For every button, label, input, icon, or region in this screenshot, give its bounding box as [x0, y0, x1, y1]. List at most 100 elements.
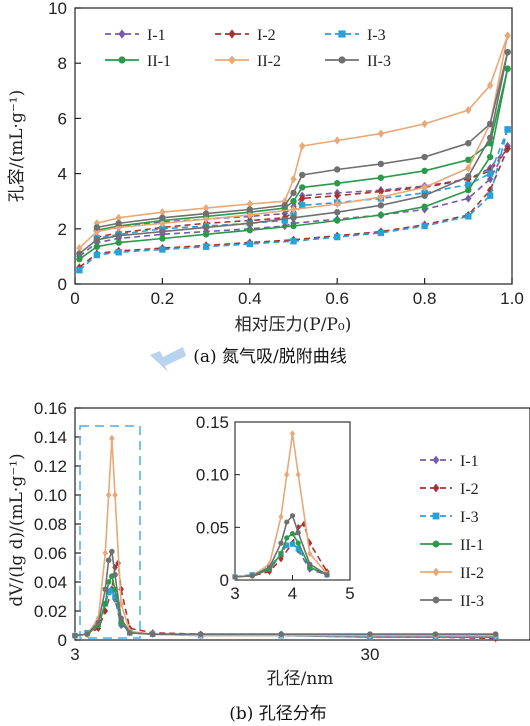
data-point	[377, 202, 385, 209]
data-point	[421, 222, 428, 230]
data-point	[278, 631, 284, 637]
data-point	[290, 198, 297, 205]
panel-b-ytick-label: 0.06	[34, 544, 67, 563]
data-point	[197, 631, 204, 637]
data-point	[149, 631, 156, 637]
data-point	[112, 593, 118, 600]
panel-b-ytick-label: 0.12	[34, 457, 67, 476]
panel-a-xtick-label: 0.4	[238, 289, 262, 308]
panel-a-ytick-label: 0	[58, 275, 67, 294]
panel-a-ytick-label: 10	[48, 0, 67, 18]
inset-series-ii-3	[232, 513, 330, 580]
data-point	[504, 65, 511, 72]
data-point	[109, 434, 115, 443]
data-point	[246, 240, 253, 248]
data-point	[324, 572, 330, 578]
data-point	[290, 222, 297, 230]
data-point	[115, 220, 122, 227]
data-point	[112, 491, 118, 499]
legend-entry-i-3: I-3	[325, 27, 386, 44]
series-ii-3	[76, 48, 511, 257]
data-point	[246, 210, 253, 220]
data-point	[299, 171, 306, 179]
data-point	[105, 579, 112, 585]
highlight-box	[79, 425, 141, 639]
data-point	[290, 205, 297, 214]
data-point	[278, 513, 284, 521]
panel-a-xtick-label: 0.8	[413, 289, 437, 308]
data-point	[289, 430, 296, 437]
legend-label: II-1	[460, 537, 484, 554]
data-point	[290, 238, 297, 245]
panel-a-ytick-label: 2	[58, 220, 67, 239]
panel-b-caption: (b) 孔径分布	[229, 704, 327, 724]
pore-legend-entry-i-3: I-3	[420, 509, 479, 526]
data-point	[290, 189, 297, 197]
data-point	[126, 629, 133, 636]
legend-label: I-3	[460, 509, 479, 526]
pore-line	[74, 589, 496, 638]
desorption-line	[96, 148, 509, 238]
data-point	[377, 129, 385, 138]
panel-b-ytick-label: 0	[58, 631, 67, 650]
data-point	[334, 191, 341, 200]
data-point	[486, 192, 494, 199]
data-point	[465, 186, 472, 194]
data-point	[290, 214, 297, 221]
pore-legend-entry-ii-3: II-3	[420, 593, 484, 610]
data-point	[465, 140, 472, 147]
panel-b-ytick-label: 0.14	[34, 428, 67, 447]
legend-label: I-3	[367, 27, 386, 44]
legend-entry-ii-3: II-3	[325, 53, 391, 70]
pore-series-ii-1	[72, 573, 499, 639]
data-point	[278, 555, 284, 563]
data-point	[486, 120, 494, 128]
legend-marker	[338, 30, 346, 38]
legend-marker	[432, 483, 440, 493]
legend-label: I-1	[147, 27, 166, 44]
data-point	[504, 144, 511, 153]
data-point	[232, 574, 238, 580]
data-point	[159, 246, 166, 253]
data-point	[334, 199, 341, 209]
data-point	[72, 632, 78, 639]
panel-a-caption: (a) 氮气吸/脱附曲线	[193, 347, 347, 367]
inset-series	[232, 430, 330, 581]
data-point	[278, 540, 284, 546]
desorption-line	[96, 52, 509, 229]
panel-a-ylabel: 孔容/(mL·g⁻¹)	[7, 90, 27, 202]
panel-a-ticks: 0 0.2 0.4 0.6 0.8 1.0 0 2 4 6 8 10	[48, 0, 524, 308]
panel-b-ytick-label: 0.08	[34, 515, 67, 534]
data-point	[105, 491, 112, 499]
data-point	[377, 211, 385, 219]
legend-label: II-2	[257, 53, 281, 70]
panel-a-series	[76, 31, 511, 274]
panel-b-ytick-label: 0.16	[34, 399, 67, 418]
data-point	[295, 471, 301, 479]
data-point	[290, 174, 297, 184]
data-point	[486, 170, 494, 177]
data-point	[421, 153, 428, 161]
pore-legend-entry-ii-1: II-1	[420, 537, 484, 554]
data-point	[76, 250, 83, 257]
data-point	[159, 214, 166, 221]
legend-label: II-2	[460, 565, 484, 582]
panel-a-xtick-label: 0.6	[325, 289, 349, 308]
data-point	[115, 249, 122, 256]
legend-label: I-2	[460, 481, 479, 498]
data-point	[432, 631, 439, 637]
legend-marker	[118, 29, 126, 39]
data-point	[299, 194, 306, 203]
legend-marker	[432, 596, 440, 604]
legend-entry-i-1: I-1	[105, 27, 166, 44]
data-point	[421, 119, 428, 129]
data-point	[334, 209, 341, 216]
data-point	[109, 548, 115, 555]
data-point	[465, 213, 472, 220]
panel-a-legend: I-1 I-2 I-3 II-1 II-2 II-3	[105, 27, 391, 70]
legend-marker	[228, 29, 236, 39]
inset-frame	[234, 421, 351, 581]
legend-label: II-3	[367, 53, 391, 70]
legend-marker	[432, 455, 440, 465]
pore-legend-entry-ii-2: II-2	[420, 565, 484, 582]
